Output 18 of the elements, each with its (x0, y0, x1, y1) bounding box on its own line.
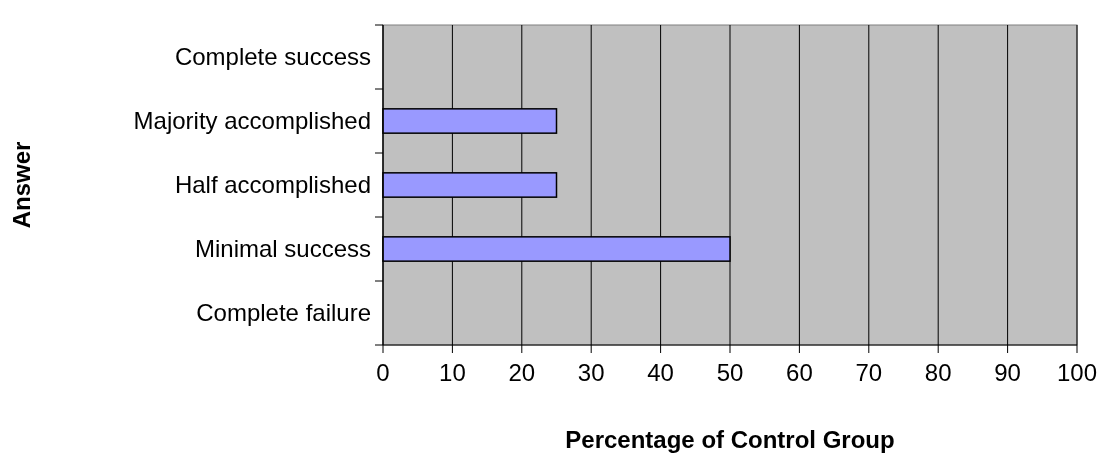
x-tick-label: 30 (577, 359, 605, 386)
y-tick-label: Majority accomplished (133, 107, 371, 135)
y-axis-title: Answer (8, 141, 35, 229)
y-tick-label: Complete failure (196, 299, 371, 327)
x-tick-label: 90 (994, 359, 1021, 386)
x-tick-label: 100 (1056, 359, 1098, 386)
x-axis-title: Percentage of Control Group (565, 426, 895, 453)
x-tick-label: 40 (647, 359, 674, 386)
x-tick-label: 50 (716, 359, 744, 386)
y-tick-label: Complete success (174, 43, 371, 71)
x-tick-label: 20 (508, 359, 536, 386)
y-tick-label: Minimal success (194, 235, 371, 263)
x-tick-label: 80 (924, 359, 952, 386)
x-tick-label: 0 (376, 359, 390, 386)
x-tick-label: 70 (855, 359, 883, 386)
x-tick-label: 10 (439, 359, 466, 386)
x-tick-label: 60 (786, 359, 813, 386)
y-tick-label: Half accomplished (174, 171, 371, 199)
